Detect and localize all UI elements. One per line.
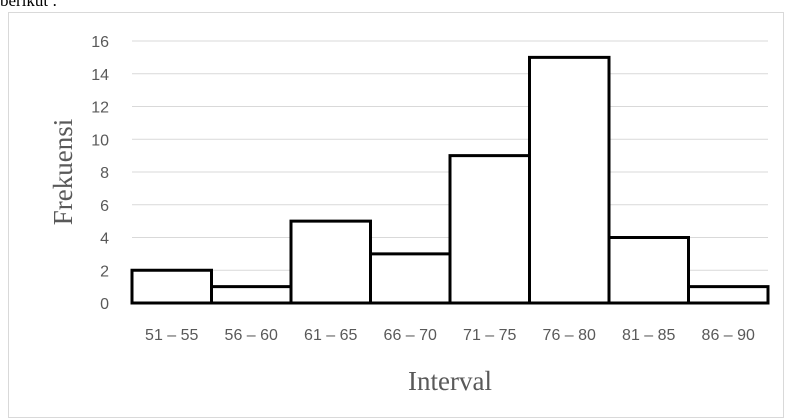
x-tick-label: 61 – 65	[304, 327, 357, 344]
y-tick-label: 4	[100, 231, 109, 248]
bar-5	[448, 154, 531, 305]
y-tick-label: 2	[100, 263, 109, 280]
x-tick-label: 81 – 85	[622, 327, 675, 344]
y-tick-label: 0	[100, 296, 109, 313]
bar-3	[289, 219, 372, 305]
chart-frame	[8, 12, 784, 418]
bar-7	[607, 236, 690, 305]
y-tick-label: 16	[91, 34, 109, 51]
bar-2	[210, 285, 293, 305]
x-tick-label: 56 – 60	[225, 327, 278, 344]
y-tick-label: 14	[91, 67, 109, 84]
bars	[130, 55, 770, 305]
x-tick-label: 76 – 80	[543, 327, 596, 344]
bar-8	[687, 285, 770, 305]
y-tick-label: 10	[91, 132, 109, 149]
y-tick-label: 8	[100, 165, 109, 182]
x-axis-title: Interval	[408, 366, 492, 396]
y-tick-labels: 0 2 4 6 8 10 12 14 16	[91, 34, 109, 313]
bar-6	[528, 55, 611, 305]
y-axis-title: Frekuensi	[48, 119, 78, 225]
intro-text: berikut :	[0, 0, 58, 10]
bar-4	[369, 252, 452, 305]
y-tick-label: 6	[100, 198, 109, 215]
x-tick-label: 66 – 70	[384, 327, 437, 344]
x-tick-label: 51 – 55	[145, 327, 198, 344]
y-tick-label: 12	[91, 100, 109, 117]
bar-1	[130, 268, 213, 305]
x-tick-label: 71 – 75	[463, 327, 516, 344]
x-tick-labels: 51 – 55 56 – 60 61 – 65 66 – 70 71 – 75 76 – …	[145, 327, 755, 344]
x-tick-label: 86 – 90	[702, 327, 755, 344]
